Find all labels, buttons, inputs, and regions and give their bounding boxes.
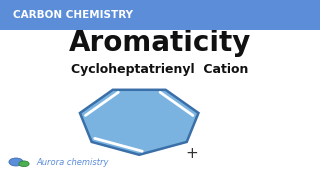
Text: +: + [186, 146, 198, 161]
Text: Aurora chemistry: Aurora chemistry [37, 158, 109, 167]
Text: CARBON CHEMISTRY: CARBON CHEMISTRY [13, 10, 133, 20]
FancyBboxPatch shape [0, 0, 320, 30]
Circle shape [9, 158, 23, 166]
Circle shape [19, 161, 29, 167]
Polygon shape [80, 90, 198, 155]
Text: Aromaticity: Aromaticity [69, 29, 251, 57]
Text: Cycloheptatrienyl  Cation: Cycloheptatrienyl Cation [71, 63, 249, 76]
